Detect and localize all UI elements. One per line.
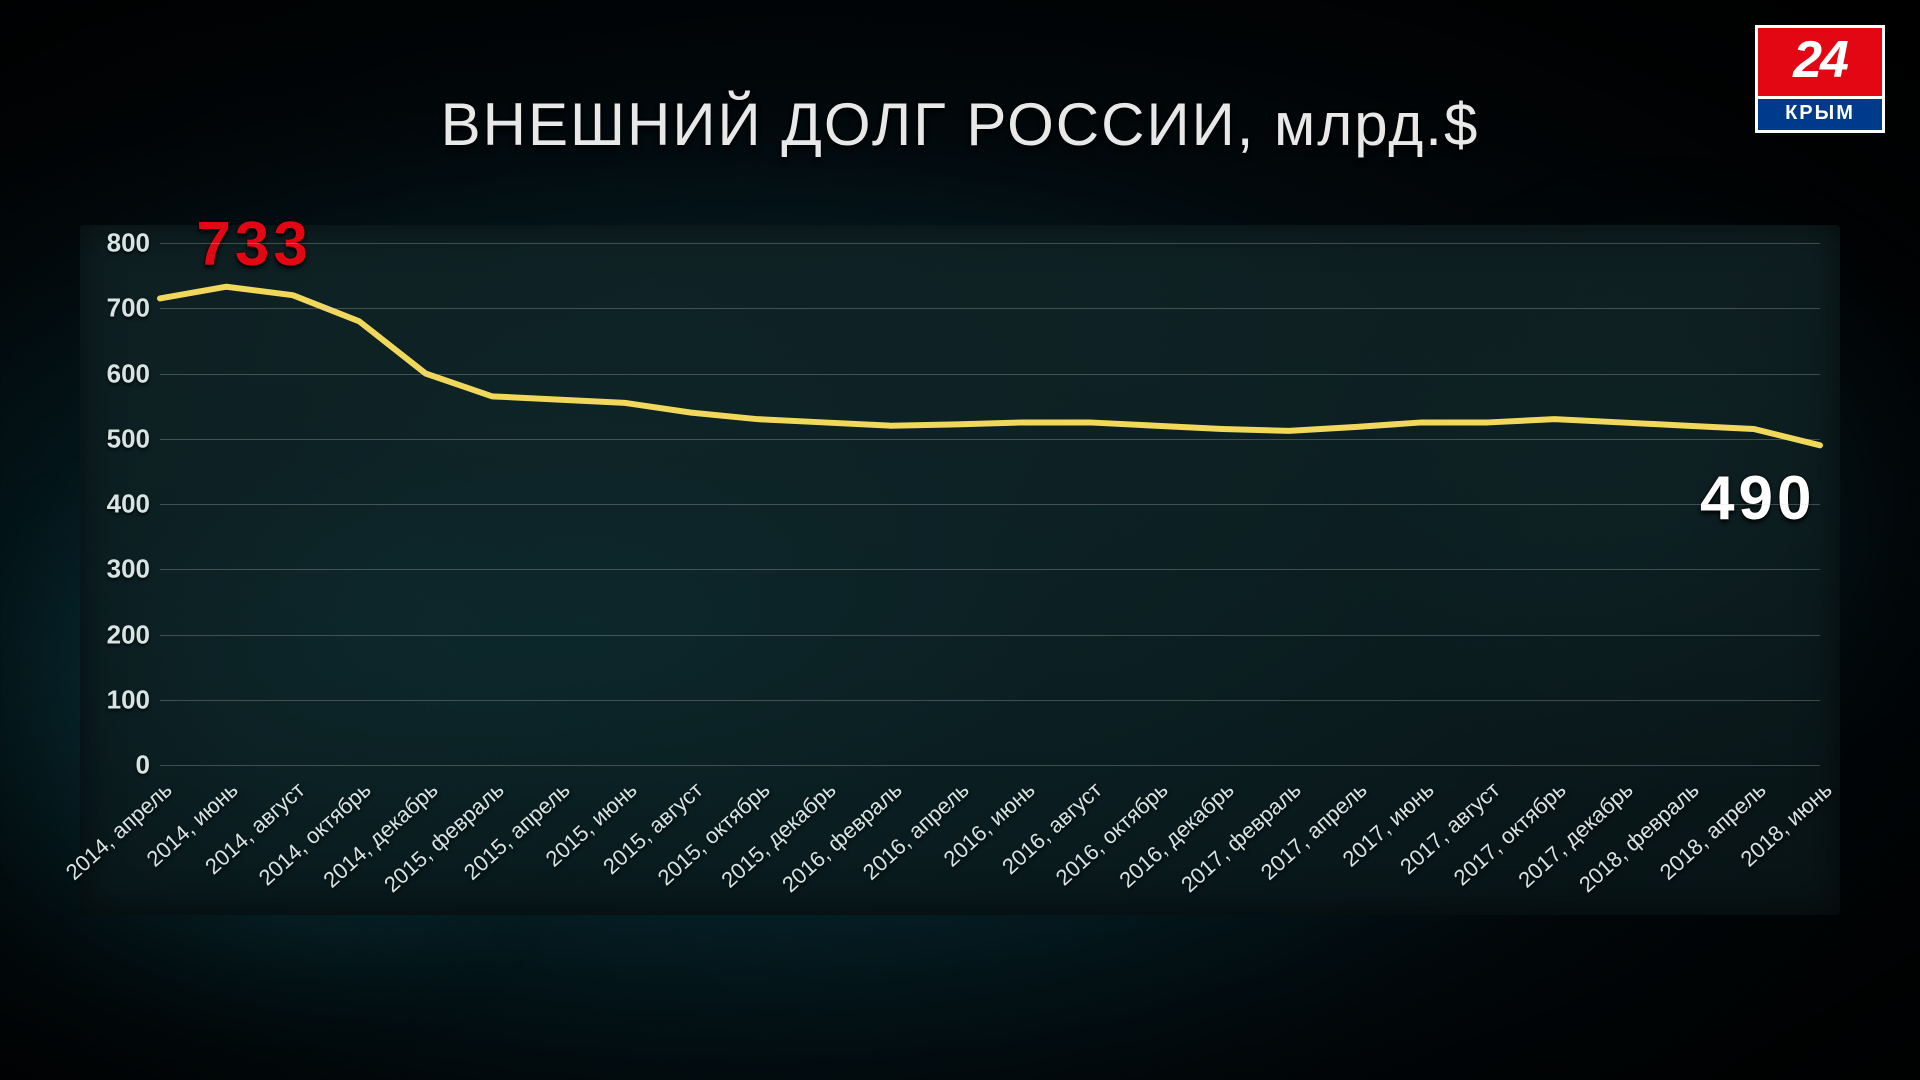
y-axis-label: 200 xyxy=(80,619,150,650)
gridline xyxy=(160,765,1820,766)
gridline xyxy=(160,308,1820,309)
gridline xyxy=(160,700,1820,701)
y-axis-label: 0 xyxy=(80,750,150,781)
callout-peak: 733 xyxy=(196,209,311,280)
gridline xyxy=(160,243,1820,244)
y-axis-label: 800 xyxy=(80,228,150,259)
y-axis-label: 500 xyxy=(80,423,150,454)
gridline xyxy=(160,374,1820,375)
gridline xyxy=(160,504,1820,505)
gridline xyxy=(160,635,1820,636)
gridline xyxy=(160,439,1820,440)
y-axis-label: 400 xyxy=(80,489,150,520)
gridline xyxy=(160,569,1820,570)
chart-title: ВНЕШНИЙ ДОЛГ РОССИИ, млрд.$ xyxy=(0,90,1920,159)
logo-number: 24 xyxy=(1755,25,1885,99)
chart-plot-area: 733 490 01002003004005006007008002014, а… xyxy=(160,243,1820,765)
y-axis-label: 700 xyxy=(80,293,150,324)
data-series xyxy=(160,287,1820,446)
callout-last: 490 xyxy=(1700,463,1815,534)
y-axis-label: 100 xyxy=(80,684,150,715)
y-axis-label: 300 xyxy=(80,554,150,585)
chart-container: 733 490 01002003004005006007008002014, а… xyxy=(80,225,1840,915)
y-axis-label: 600 xyxy=(80,358,150,389)
